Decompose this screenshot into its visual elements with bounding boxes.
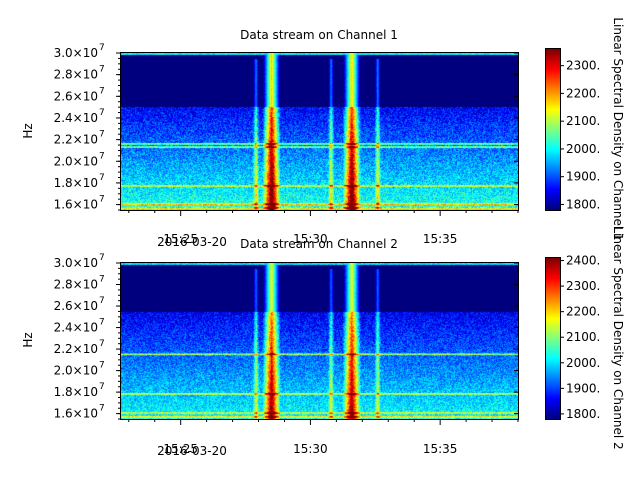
y-axis: 1.6×10 71.8×10 72.0×10 72.2×10 72.4×10 72.6×1…: [54, 253, 518, 421]
y-tick-label: 2.4×10: [54, 321, 98, 335]
y-tick-label: 1.6×10: [54, 198, 98, 212]
x-axis: 15:25 15:30 15:35: [128, 210, 519, 246]
y-tick-exponent: 7: [99, 253, 105, 263]
y-tick-label: 3.0×10: [54, 46, 98, 60]
y-tick-label: 2.2×10: [54, 342, 98, 356]
colorbar-axis: 1800. 1900. 2000. 2100. 2200. 2300.: [560, 59, 600, 211]
colorbar-tick-label: 2100.: [566, 330, 600, 344]
y-tick-label: 2.4×10: [54, 111, 98, 125]
colorbar-tick-label: 2200.: [566, 86, 600, 100]
y-tick-exponent: 7: [99, 361, 105, 371]
colorbar-label: Linear Spectral Density on Channel 1: [611, 17, 625, 240]
x-tick-label: 15:25: [163, 232, 198, 246]
colorbar: [546, 258, 560, 419]
y-tick-exponent: 7: [99, 65, 105, 75]
y-tick-label: 2.6×10: [54, 299, 98, 313]
x-tick-label: 15:35: [423, 232, 458, 246]
colorbar-tick-label: 1900.: [566, 170, 600, 184]
colorbar-tick-label: 2000.: [566, 142, 600, 156]
colorbar-tick-label: 2100.: [566, 114, 600, 128]
x-tick-label: 15:25: [163, 442, 198, 456]
y-tick-exponent: 7: [99, 130, 105, 140]
y-tick-exponent: 7: [99, 108, 105, 118]
y-tick-label: 1.8×10: [54, 176, 98, 190]
y-tick-exponent: 7: [99, 195, 105, 205]
y-tick-exponent: 7: [99, 339, 105, 349]
y-tick-exponent: 7: [99, 318, 105, 328]
x-tick-label: 15:35: [423, 442, 458, 456]
colorbar-frame: [545, 257, 561, 420]
y-tick-label: 1.6×10: [54, 407, 98, 421]
colorbar-tick-label: 1900.: [566, 381, 600, 395]
x-tick-label: 15:30: [293, 232, 328, 246]
spectrogram-image: [121, 53, 518, 210]
y-tick-label: 2.0×10: [54, 154, 98, 168]
colorbar: [546, 49, 560, 210]
plot-frame: [120, 52, 519, 211]
colorbar-tick-label: 2300.: [566, 59, 600, 73]
y-tick-exponent: 7: [99, 382, 105, 392]
colorbar-tick-label: 2400.: [566, 254, 600, 268]
colorbar-tick-label: 1800.: [566, 407, 600, 421]
y-tick-exponent: 7: [99, 296, 105, 306]
date-label: 2016-03-20: [157, 235, 227, 249]
y-tick-exponent: 7: [99, 275, 105, 285]
y-tick-exponent: 7: [99, 404, 105, 414]
y-tick-label: 2.0×10: [54, 364, 98, 378]
plot-frame: [120, 262, 519, 420]
y-tick-exponent: 7: [99, 173, 105, 183]
spectrogram-image: [121, 263, 518, 419]
y-tick-exponent: 7: [99, 86, 105, 96]
date-label: 2016-03-20: [157, 444, 227, 458]
spectrogram-panel-channel-2: Data stream on Channel 2 1.6×10 71.8×10 72…: [21, 226, 625, 458]
y-tick-exponent: 7: [99, 43, 105, 53]
y-axis-label: Hz: [21, 332, 35, 347]
colorbar-label: Linear Spectral Density on Channel 2: [611, 226, 625, 449]
y-tick-label: 2.6×10: [54, 89, 98, 103]
y-axis: 1.6×10 71.8×10 72.0×10 72.2×10 72.4×10 72.6×1…: [54, 43, 518, 212]
colorbar-tick-label: 2000.: [566, 356, 600, 370]
colorbar-frame: [545, 48, 561, 211]
y-tick-label: 1.8×10: [54, 385, 98, 399]
y-tick-exponent: 7: [99, 151, 105, 161]
y-tick-label: 3.0×10: [54, 256, 98, 270]
y-tick-label: 2.2×10: [54, 133, 98, 147]
chart-title: Data stream on Channel 1: [240, 28, 398, 42]
colorbar-tick-label: 1800.: [566, 197, 600, 211]
y-tick-label: 2.8×10: [54, 278, 98, 292]
colorbar-axis: 1800. 1900. 2000. 2100. 2200. 2300. 2400.: [560, 254, 600, 421]
colorbar-tick-label: 2200.: [566, 305, 600, 319]
x-axis: 15:25 15:30 15:35: [128, 419, 519, 456]
y-tick-label: 2.8×10: [54, 68, 98, 82]
x-tick-label: 15:30: [293, 442, 328, 456]
colorbar-tick-label: 2300.: [566, 279, 600, 293]
chart-title: Data stream on Channel 2: [240, 237, 398, 251]
y-axis-label: Hz: [21, 123, 35, 138]
spectrogram-panel-channel-1: Data stream on Channel 1 1.6×10 71.8×10 72…: [21, 17, 625, 249]
